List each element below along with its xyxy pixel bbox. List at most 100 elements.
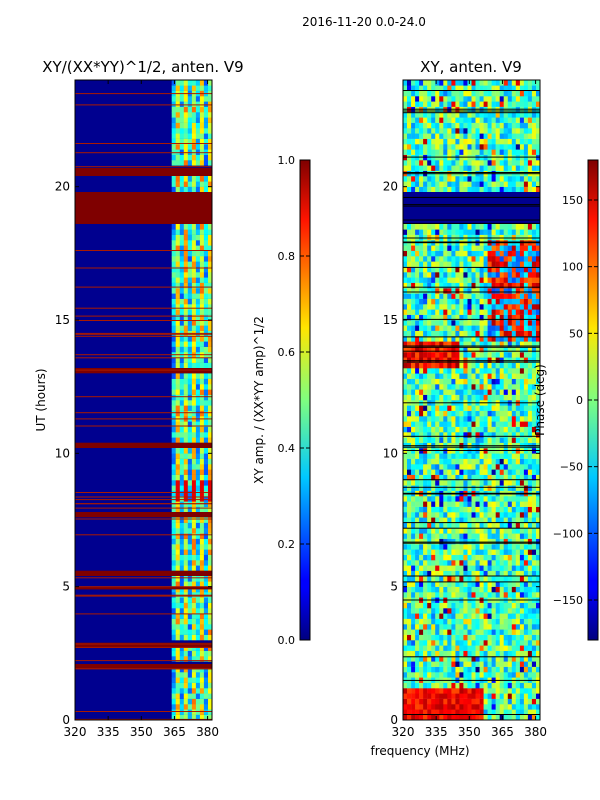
heatmap-cell	[171, 522, 176, 529]
heatmap-cell	[515, 250, 521, 257]
heatmap-cell	[427, 506, 432, 513]
heatmap-cell	[195, 608, 201, 614]
heatmap-cell	[187, 405, 193, 411]
heatmap-cell	[403, 453, 408, 459]
heatmap-cell	[451, 554, 456, 561]
heatmap-cell	[536, 250, 541, 257]
heatmap-cell	[403, 624, 408, 630]
heatmap-cell	[459, 485, 464, 491]
heatmap-cell	[419, 224, 424, 230]
heatmap-cell	[431, 682, 436, 689]
heatmap-cell	[499, 160, 504, 166]
heatmap-cell	[195, 480, 201, 486]
heatmap-cell	[479, 245, 484, 251]
heatmap-cell	[459, 576, 464, 582]
heatmap-cell	[499, 570, 504, 577]
heatmap-cell	[208, 122, 213, 129]
heatmap-cell	[403, 554, 408, 561]
heatmap-cell	[523, 714, 529, 721]
heatmap-cell	[427, 368, 432, 374]
heatmap-cell	[187, 666, 193, 673]
heatmap-cell	[447, 224, 452, 230]
heatmap-cell	[523, 288, 529, 294]
heatmap-cell	[403, 320, 408, 326]
heatmap-cell	[415, 533, 420, 539]
heatmap-cell	[487, 618, 492, 625]
heatmap-cell	[179, 693, 185, 699]
heatmap-cell	[463, 565, 468, 571]
heatmap-cell	[171, 373, 176, 379]
heatmap-cell	[499, 378, 504, 385]
heatmap-cell	[467, 666, 472, 673]
heatmap-cell	[463, 165, 468, 171]
heatmap-cell	[171, 602, 176, 609]
heatmap-cell	[175, 528, 180, 534]
heatmap-cell	[536, 336, 541, 342]
heatmap-cell	[531, 256, 537, 262]
heatmap-cell	[479, 528, 484, 534]
heatmap-cell	[487, 298, 492, 305]
heatmap-cell	[199, 490, 205, 497]
heatmap-cell	[499, 133, 504, 139]
heatmap-cell	[403, 496, 408, 502]
heatmap-cell	[423, 357, 428, 363]
heatmap-cell	[527, 496, 533, 502]
heatmap-cell	[179, 122, 185, 129]
heatmap-cell	[171, 362, 176, 369]
heatmap-cell	[471, 373, 476, 379]
heatmap-cell	[459, 416, 464, 422]
heatmap-cell	[487, 330, 492, 337]
heatmap-cell	[495, 666, 500, 673]
heatmap-cell	[423, 362, 428, 369]
heatmap-cell	[467, 586, 472, 593]
heatmap-cell	[427, 272, 432, 278]
heatmap-cell	[459, 512, 464, 518]
flagged-row	[75, 718, 212, 720]
heatmap-cell	[439, 101, 444, 107]
heatmap-cell	[511, 474, 517, 481]
heatmap-cell	[536, 704, 541, 710]
heatmap-cell	[507, 634, 513, 641]
heatmap-cell	[511, 309, 517, 315]
heatmap-cell	[527, 474, 533, 481]
heatmap-cell	[195, 138, 201, 145]
heatmap-cell	[451, 357, 456, 363]
heatmap-cell	[208, 629, 213, 635]
heatmap-cell	[459, 346, 464, 353]
heatmap-cell	[439, 181, 444, 187]
heatmap-cell	[187, 240, 193, 246]
heatmap-cell	[503, 522, 508, 529]
heatmap-cell	[483, 261, 488, 267]
heatmap-cell	[511, 346, 517, 353]
heatmap-cell	[511, 368, 517, 374]
heatmap-cell	[423, 346, 428, 353]
heatmap-cell	[411, 645, 416, 651]
heatmap-cell	[415, 634, 420, 641]
heatmap-cell	[191, 224, 197, 230]
heatmap-cell	[195, 645, 201, 651]
heatmap-cell	[431, 693, 436, 699]
heatmap-cell	[443, 144, 448, 150]
heatmap-cell	[183, 336, 189, 342]
heatmap-cell	[171, 565, 176, 571]
heatmap-cell	[203, 256, 209, 262]
heatmap-cell	[208, 437, 213, 443]
heatmap-cell	[407, 688, 412, 694]
heatmap-cell	[527, 618, 533, 625]
heatmap-cell	[499, 389, 504, 395]
heatmap-cell	[443, 277, 448, 283]
heatmap-cell	[491, 554, 496, 561]
heatmap-cell	[511, 165, 517, 171]
heatmap-cell	[495, 650, 500, 657]
heatmap-cell	[491, 389, 496, 395]
heatmap-cell	[175, 122, 180, 129]
heatmap-cell	[203, 650, 209, 657]
heatmap-cell	[431, 122, 436, 129]
heatmap-cell	[447, 112, 452, 118]
heatmap-cell	[403, 90, 408, 97]
heatmap-cell	[531, 330, 537, 337]
heatmap-cell	[203, 672, 209, 678]
heatmap-cell	[523, 666, 529, 673]
heatmap-cell	[503, 709, 508, 715]
heatmap-cell	[403, 266, 408, 273]
